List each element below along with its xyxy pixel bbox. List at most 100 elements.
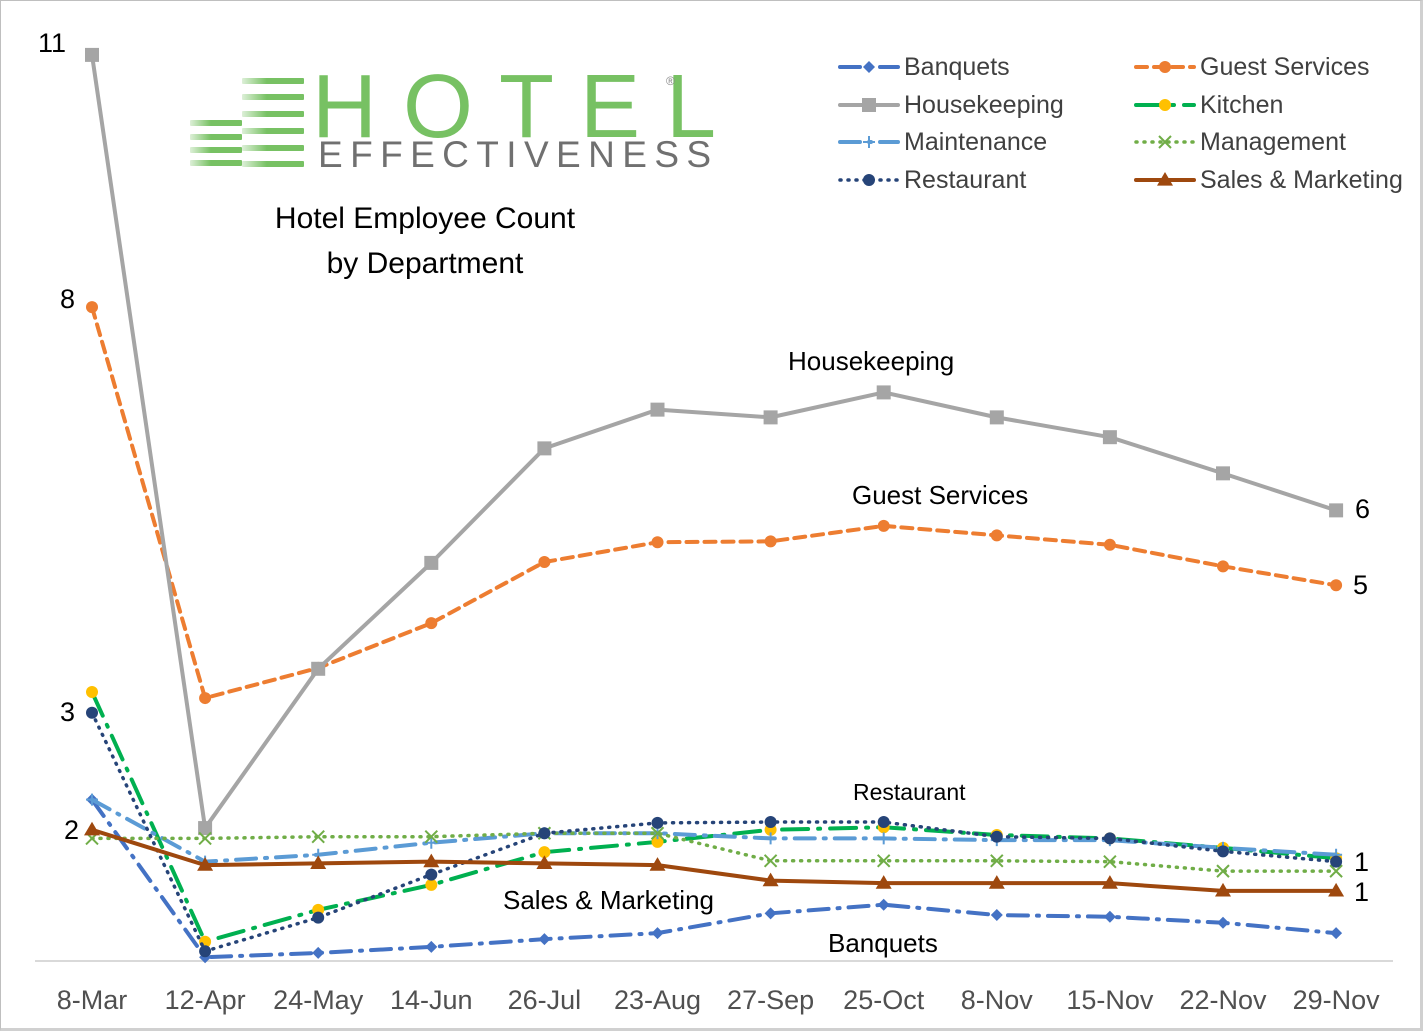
- series-housekeeping: [85, 47, 1344, 836]
- data-point-banquets: [312, 946, 325, 959]
- data-point-kitchen: [538, 846, 551, 859]
- data-point-banquets: [651, 927, 664, 940]
- data-point-restaurant: [312, 911, 325, 924]
- data-point-banquets: [990, 909, 1003, 922]
- series-banquets: [86, 793, 1343, 964]
- series-line-kitchen: [90, 690, 1339, 944]
- data-point-sales-marketing: [875, 875, 892, 889]
- data-point-management: [990, 854, 1004, 868]
- data-point-maintenance: [425, 836, 438, 849]
- series-restaurant: [86, 706, 1343, 958]
- annotation-restaurant: Restaurant: [853, 779, 966, 805]
- legend-item-maintenance: Maintenance: [838, 125, 1047, 159]
- data-label-guest-services: 8: [60, 284, 76, 314]
- data-point-housekeeping: [1216, 466, 1230, 481]
- data-point-sales-marketing: [988, 875, 1005, 889]
- series-maintenance: [86, 793, 1343, 868]
- data-point-sales-marketing: [1101, 875, 1118, 889]
- data-point-banquets: [1330, 927, 1343, 940]
- legend-key-maintenance-icon: [838, 136, 900, 148]
- data-point-maintenance: [877, 832, 890, 845]
- x-tick-label: 14-Jun: [390, 985, 473, 1015]
- data-point-kitchen: [86, 686, 98, 699]
- data-point-guest-services: [1330, 579, 1343, 592]
- chart-title: Hotel Employee Count by Department: [220, 196, 630, 286]
- legend-key-kitchen-icon: [1134, 99, 1196, 111]
- data-point-housekeeping: [876, 385, 891, 400]
- legend-key-banquets-icon: [838, 61, 900, 73]
- data-point-guest-services: [425, 617, 438, 630]
- legend-item-guest-services: Guest Services: [1134, 50, 1370, 84]
- data-point-kitchen: [651, 835, 664, 848]
- data-point-housekeeping: [424, 555, 439, 570]
- data-point-management: [876, 854, 891, 868]
- x-tick-label: 29-Nov: [1292, 985, 1380, 1015]
- data-point-restaurant: [199, 945, 212, 958]
- data-point-management: [650, 826, 665, 840]
- legend-key-guest-services-icon: [1134, 61, 1196, 73]
- data-point-housekeeping: [989, 410, 1004, 425]
- series-layer: [84, 47, 1345, 964]
- data-point-restaurant: [990, 830, 1003, 843]
- annotation-sales-marketing: Sales & Marketing: [503, 885, 714, 915]
- x-tick-label: 23-Aug: [613, 985, 702, 1015]
- data-point-maintenance: [764, 832, 777, 845]
- data-point-housekeeping: [650, 402, 665, 417]
- series-line-banquets: [90, 797, 1339, 960]
- x-tick-label: 24-May: [273, 985, 364, 1015]
- data-point-maintenance: [86, 793, 98, 806]
- x-tick-label: 8-Mar: [56, 985, 128, 1015]
- series-line-restaurant: [90, 710, 1338, 953]
- data-label-housekeeping: 6: [1355, 494, 1371, 524]
- data-label-sales-marketing: 2: [64, 815, 80, 845]
- data-point-management: [1329, 864, 1343, 878]
- legend-item-restaurant: Restaurant: [838, 163, 1026, 197]
- data-point-guest-services: [199, 692, 212, 705]
- data-point-guest-services: [86, 301, 98, 314]
- data-point-restaurant: [877, 816, 890, 829]
- data-point-guest-services: [651, 536, 664, 549]
- data-point-housekeeping: [1329, 503, 1344, 518]
- legend-key-housekeeping-icon: [838, 98, 900, 112]
- data-point-banquets: [1103, 910, 1116, 923]
- data-point-sales-marketing: [1328, 882, 1345, 897]
- data-point-restaurant: [538, 827, 551, 840]
- data-label-restaurant: 3: [60, 697, 76, 727]
- legend-key-sales-marketing-icon: [1134, 172, 1196, 186]
- data-point-sales-marketing: [423, 853, 440, 868]
- data-point-sales-marketing: [84, 821, 100, 836]
- data-point-guest-services: [538, 556, 551, 569]
- x-tick-label: 27-Sep: [727, 985, 815, 1015]
- registered-mark: ®: [666, 74, 675, 88]
- data-point-management: [424, 829, 439, 844]
- data-point-restaurant: [1330, 855, 1343, 868]
- data-point-management: [198, 831, 212, 846]
- data-point-banquets: [877, 898, 890, 911]
- data-point-management: [763, 854, 778, 868]
- data-point-banquets: [425, 940, 438, 953]
- x-tick-label: 26-Jul: [507, 985, 582, 1015]
- series-guest-services: [86, 301, 1343, 705]
- data-point-guest-services: [1217, 560, 1229, 573]
- annotation-banquets: Banquets: [828, 928, 938, 958]
- series-kitchen: [86, 686, 1343, 948]
- x-tick-label: 22-Nov: [1179, 985, 1267, 1015]
- x-tick-label: 12-Apr: [164, 985, 246, 1015]
- data-point-banquets: [764, 907, 777, 920]
- legend-item-sales-marketing: Sales & Marketing: [1134, 163, 1403, 197]
- legend-item-housekeeping: Housekeeping: [838, 88, 1064, 122]
- data-point-housekeeping: [85, 47, 99, 62]
- data-point-restaurant: [86, 706, 98, 719]
- data-point-sales-marketing: [649, 857, 666, 871]
- x-tick-label: 8-Nov: [960, 985, 1033, 1015]
- data-point-housekeeping: [198, 821, 213, 836]
- data-point-restaurant: [764, 816, 777, 829]
- logo-word-hotel: HOTEL: [312, 57, 743, 157]
- data-point-housekeeping: [537, 441, 552, 456]
- data-label-restaurant: 1: [1354, 847, 1370, 877]
- chart-title-line-2: by Department: [326, 247, 524, 280]
- logo-word-effectiveness: EFFECTIVENESS: [318, 134, 719, 175]
- legend-item-banquets: Banquets: [838, 50, 1010, 84]
- series-sales-marketing: [84, 821, 1345, 897]
